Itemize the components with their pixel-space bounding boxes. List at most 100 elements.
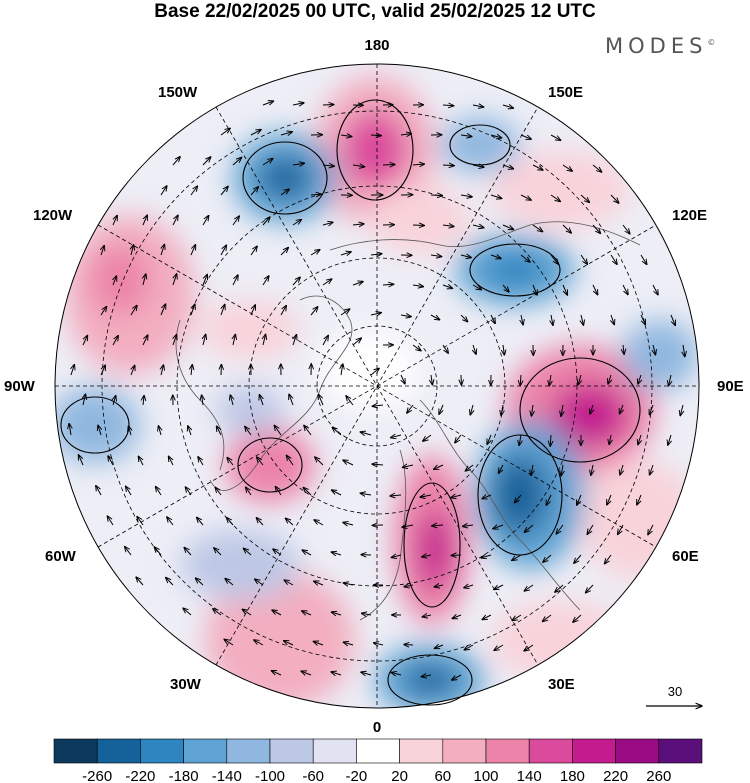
wind-arrow-icon xyxy=(472,284,481,290)
wind-arrow-icon xyxy=(195,578,204,586)
wind-arrow-icon xyxy=(501,404,503,416)
wind-arrow-icon xyxy=(420,495,432,497)
wind-arrow-icon xyxy=(551,314,553,325)
wind-arrow-icon xyxy=(161,365,164,376)
wind-arrow-icon xyxy=(430,314,440,320)
wind-vectors xyxy=(69,101,685,680)
wind-arrow-icon xyxy=(96,486,102,496)
wind-arrow-icon xyxy=(190,245,196,256)
wind-arrow-icon xyxy=(343,583,354,585)
wind-arrow-icon xyxy=(173,274,177,286)
longitude-labels: 180 150E 120E 90E 60E 30E 0 30W 60W 90W … xyxy=(4,37,744,736)
wind-arrow-icon xyxy=(512,614,522,621)
wind-arrow-icon xyxy=(464,644,474,650)
wind-arrow-icon xyxy=(202,274,207,286)
wind-arrow-icon xyxy=(250,187,258,196)
wind-arrow-icon xyxy=(577,494,582,505)
wind-arrow-icon xyxy=(286,455,294,466)
wind-arrow-icon xyxy=(421,675,432,677)
wind-arrow-icon xyxy=(640,254,647,265)
wind-arrow-icon xyxy=(246,487,252,496)
wind-arrow-icon xyxy=(460,195,472,197)
colorbar-tick-label: -100 xyxy=(255,768,285,783)
wind-arrow-icon xyxy=(100,306,107,316)
reference-vector: 30 xyxy=(646,684,702,706)
wind-arrow-icon xyxy=(668,434,671,445)
wind-arrow-icon xyxy=(137,517,144,526)
wind-arrow-icon xyxy=(113,276,117,286)
wind-arrow-icon xyxy=(217,426,222,436)
wind-arrow-icon xyxy=(520,254,530,262)
wind-arrow-icon xyxy=(543,554,552,562)
brand-text: MODES xyxy=(605,34,708,58)
wind-arrow-icon xyxy=(225,579,234,586)
map-title: Base 22/02/2025 00 UTC, valid 25/02/2025… xyxy=(154,1,596,22)
wind-arrow-icon xyxy=(340,252,351,255)
wind-arrow-icon xyxy=(301,671,312,675)
wind-arrow-icon xyxy=(343,460,354,466)
wind-arrow-icon xyxy=(620,404,624,414)
wind-arrow-icon xyxy=(638,434,641,445)
wind-arrow-icon xyxy=(322,222,333,225)
wind-arrow-icon xyxy=(452,615,462,619)
wind-arrow-icon xyxy=(519,434,521,446)
wind-arrow-icon xyxy=(285,518,294,526)
wind-arrow-icon xyxy=(622,224,630,234)
wind-arrow-icon xyxy=(224,639,234,646)
colorbar-swatch xyxy=(356,738,400,764)
wind-arrow-icon xyxy=(280,189,289,196)
wind-arrow-icon xyxy=(331,552,342,555)
wind-arrow-icon xyxy=(108,456,114,466)
colorbar-tick-label: -180 xyxy=(169,768,199,783)
lon-label-180: 180 xyxy=(364,37,389,54)
brand-mark: © xyxy=(707,38,716,47)
wind-arrow-icon xyxy=(640,314,645,325)
wind-arrow-icon xyxy=(442,165,454,166)
wind-arrow-icon xyxy=(460,255,471,258)
wind-arrow-icon xyxy=(138,456,144,466)
wind-arrow-icon xyxy=(490,255,501,259)
lon-label-60e: 60E xyxy=(672,548,699,565)
wind-arrow-icon xyxy=(331,672,342,675)
wind-arrow-icon xyxy=(370,368,379,376)
wind-arrow-icon xyxy=(494,644,504,650)
wind-arrow-icon xyxy=(352,165,365,167)
wind-arrow-icon xyxy=(256,518,264,526)
wind-arrow-icon xyxy=(412,285,423,287)
wind-arrow-icon xyxy=(573,614,582,622)
wind-arrow-icon xyxy=(561,464,563,476)
colorbar-swatch xyxy=(528,738,573,764)
wind-arrow-icon xyxy=(493,525,504,529)
wind-arrow-icon xyxy=(502,105,514,108)
wind-arrow-icon xyxy=(250,130,261,136)
wind-arrow-icon xyxy=(322,279,332,286)
wind-arrow-icon xyxy=(514,494,522,503)
wind-arrow-icon xyxy=(400,134,412,136)
wind-arrow-icon xyxy=(346,396,354,406)
wind-arrow-icon xyxy=(227,458,234,466)
wind-arrow-icon xyxy=(136,577,144,586)
wind-arrow-icon xyxy=(245,426,252,436)
wind-arrow-icon xyxy=(374,643,384,645)
wind-arrow-icon xyxy=(498,464,504,473)
wind-arrow-icon xyxy=(638,374,641,384)
wind-arrow-icon xyxy=(611,314,614,325)
colorbar-swatch xyxy=(312,738,357,764)
wind-arrow-icon xyxy=(272,610,282,616)
wind-arrow-icon xyxy=(605,554,612,564)
wind-arrow-icon xyxy=(460,314,468,322)
wind-arrow-icon xyxy=(361,672,372,675)
wind-arrow-icon xyxy=(113,396,116,406)
wind-arrow-icon xyxy=(158,426,161,436)
wind-arrow-icon xyxy=(302,550,312,556)
wind-arrow-icon xyxy=(156,487,162,496)
wind-arrow-icon xyxy=(430,195,443,196)
wind-arrow-icon xyxy=(71,365,74,376)
wind-arrow-icon xyxy=(578,374,581,385)
wind-arrow-icon xyxy=(173,334,177,346)
wind-arrow-icon xyxy=(562,164,572,171)
wind-arrow-icon xyxy=(331,490,342,496)
wind-arrow-icon xyxy=(502,165,514,169)
wind-arrow-icon xyxy=(274,425,282,436)
colorbar-swatch xyxy=(140,738,184,764)
